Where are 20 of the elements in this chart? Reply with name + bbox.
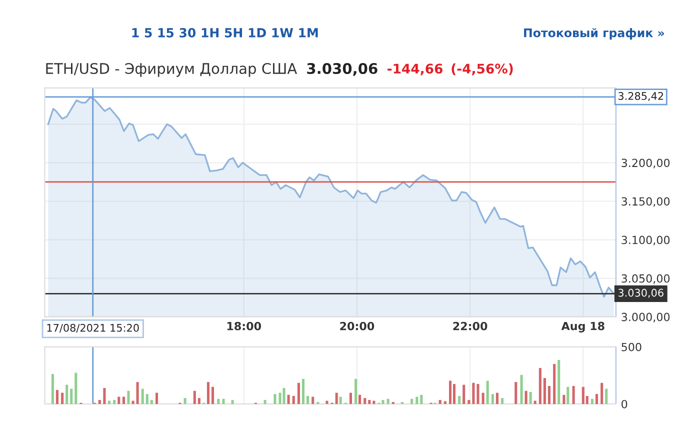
x-tick-label: 18:00 bbox=[227, 322, 262, 330]
y-tick-label: 3.050,00 bbox=[622, 274, 670, 284]
x-tick-label: Aug 18 bbox=[561, 322, 604, 332]
y-tick-label: 3.000,00 bbox=[622, 312, 670, 322]
x-tick-label: 22:00 bbox=[453, 322, 488, 330]
text: Потоковый график » bbox=[524, 28, 664, 40]
ref-line-label: 3.285,42 bbox=[618, 92, 664, 101]
y-tick-label: 0 bbox=[622, 400, 628, 408]
ref-line-label: 17/08/2021 15:20 bbox=[47, 324, 139, 333]
ref-line-label: 3.030,06 bbox=[618, 288, 664, 298]
text: 1 5 15 30 1H 5H 1D 1W 1M bbox=[132, 28, 318, 38]
y-tick-label: 3.200,00 bbox=[622, 158, 670, 168]
x-tick-label: 20:00 bbox=[340, 322, 374, 330]
text: (-4,56%) bbox=[452, 63, 513, 76]
chart-title: ETH/USD - Эфириум Доллар США bbox=[46, 62, 298, 77]
text: -144,66 bbox=[388, 64, 443, 76]
y-tick-label: 500 bbox=[622, 342, 642, 352]
y-tick-label: 3.100,00 bbox=[622, 236, 670, 246]
chart-subtitle: 3.030,06 bbox=[307, 62, 378, 76]
y-tick-label: 3.150,00 bbox=[622, 197, 670, 207]
